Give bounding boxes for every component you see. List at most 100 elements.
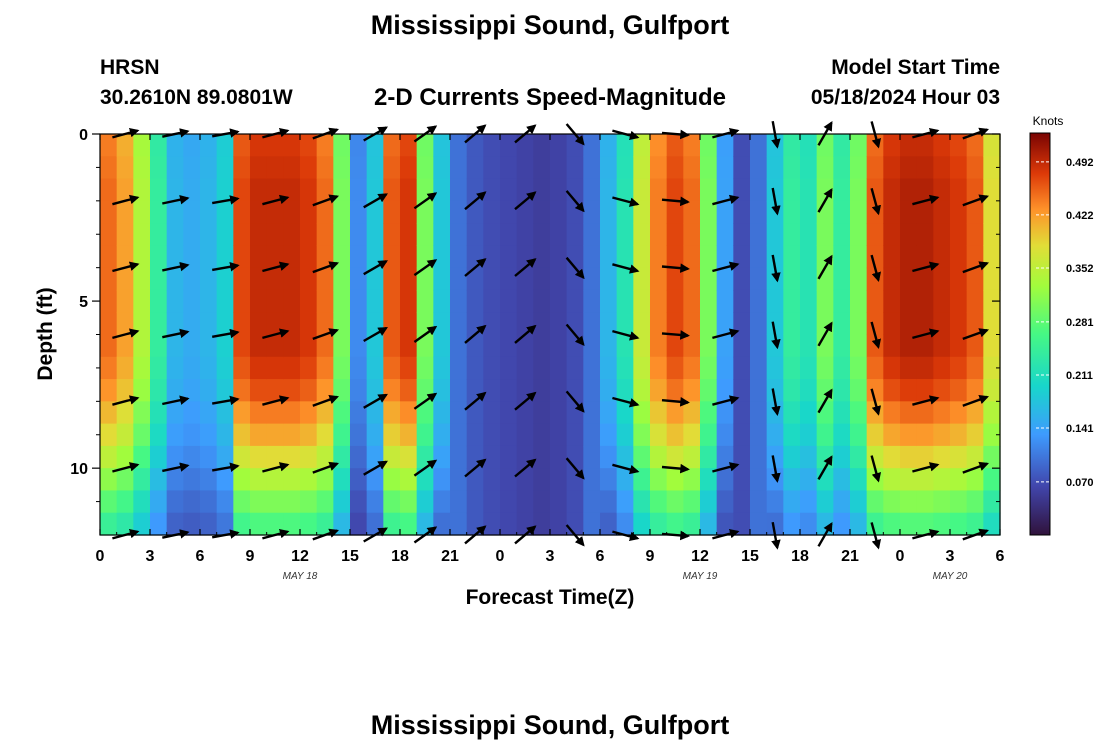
colorbar: Knots 0.492 0.422 0.352 0.281 0.211 0.141 0.07… — [1029, 114, 1094, 536]
heatmap-cell — [783, 401, 801, 425]
heatmap-cell — [566, 334, 584, 358]
heatmap-cell — [500, 490, 518, 514]
current-vector — [712, 462, 740, 473]
heatmap-cell — [500, 267, 518, 291]
heatmap-cell — [750, 468, 768, 492]
heatmap-cell — [233, 223, 251, 246]
heatmap-cell — [633, 379, 651, 402]
heatmap-cell — [783, 356, 801, 380]
heatmap-cell — [316, 490, 334, 514]
heatmap-cell — [300, 490, 318, 514]
heatmap-cell — [616, 289, 634, 313]
heatmap-cell — [666, 379, 684, 402]
y-tick-label: 0 — [79, 127, 88, 144]
heatmap-cell — [266, 490, 284, 514]
current-vector — [211, 195, 240, 205]
x-tick-label: 0 — [896, 548, 905, 565]
heatmap-cell — [600, 134, 618, 157]
heatmap-cell — [733, 490, 751, 514]
heatmap-cell — [350, 156, 368, 180]
heatmap-cell — [466, 312, 484, 336]
heatmap-cell — [683, 423, 701, 447]
heatmap-cell — [983, 267, 1001, 291]
current-vector — [771, 187, 781, 216]
heatmap-cell — [966, 334, 984, 358]
heatmap-cell — [450, 223, 468, 246]
heatmap-cell — [116, 267, 134, 291]
heatmap-cell — [550, 312, 568, 336]
heatmap-cell — [700, 490, 718, 514]
heatmap-cell — [600, 156, 618, 180]
heatmap-cell — [616, 312, 634, 336]
heatmap-cell — [566, 200, 584, 224]
heatmap-cell — [516, 490, 534, 514]
heatmap-cell — [950, 156, 968, 180]
heatmap-cell — [100, 401, 118, 425]
heatmap-cell — [883, 200, 901, 224]
current-vector — [962, 461, 990, 474]
heatmap-cell — [416, 312, 434, 336]
heatmap-cell — [500, 401, 518, 425]
heatmap-cell — [666, 334, 684, 358]
heatmap-cell — [850, 334, 868, 358]
heatmap-cell — [916, 468, 934, 492]
heatmap-cell — [800, 468, 818, 492]
heatmap-cell — [316, 423, 334, 447]
heatmap-cell — [216, 490, 234, 514]
heatmap-cell — [466, 223, 484, 246]
heatmap-cell — [366, 356, 384, 380]
heatmap-cell — [200, 490, 218, 514]
heatmap-cell — [350, 356, 368, 380]
heatmap-cell — [383, 200, 401, 224]
heatmap-cell — [750, 445, 768, 469]
heatmap-cell — [483, 401, 501, 425]
heatmap-cell — [700, 312, 718, 336]
heatmap-cell — [483, 445, 501, 469]
heatmap-cell — [683, 178, 701, 202]
heatmap-cell — [566, 312, 584, 336]
heatmap-cell — [766, 512, 784, 536]
heatmap-cell — [933, 223, 951, 246]
heatmap-cell — [966, 490, 984, 514]
heatmap-cell — [500, 134, 518, 157]
heatmap-cell — [183, 223, 201, 246]
heatmap-cell — [150, 445, 168, 469]
heatmap-cell — [783, 200, 801, 224]
heatmap-cell — [166, 490, 184, 514]
heatmap-cell — [333, 356, 351, 380]
heatmap-cell — [300, 334, 318, 358]
heatmap-cell — [866, 445, 884, 469]
heatmap-cell — [716, 200, 734, 224]
heatmap-cell — [450, 334, 468, 358]
heatmap-cell — [183, 401, 201, 425]
heatmap-cell — [416, 200, 434, 224]
heatmap-cell — [450, 512, 468, 536]
heatmap-cell — [700, 512, 718, 536]
current-vector — [211, 262, 240, 272]
heatmap-cell — [850, 468, 868, 492]
current-vector — [262, 462, 290, 473]
heatmap-cell — [983, 423, 1001, 447]
heatmap-cell — [750, 312, 768, 336]
heatmap-cell — [250, 156, 268, 180]
heatmap-cell — [866, 512, 884, 536]
heatmap-cell — [200, 200, 218, 224]
heatmap-cell — [550, 267, 568, 291]
heatmap-cell — [366, 200, 384, 224]
heatmap-cell — [750, 379, 768, 402]
heatmap-cell — [166, 445, 184, 469]
heatmap-cell — [383, 334, 401, 358]
heatmap-cell — [583, 401, 601, 425]
heatmap-cell — [650, 200, 668, 224]
heatmap-cell — [216, 156, 234, 180]
heatmap-cell — [433, 156, 451, 180]
current-vector — [817, 388, 833, 414]
heatmap-cell — [666, 267, 684, 291]
heatmap-cell — [800, 423, 818, 447]
heatmap-cell — [933, 490, 951, 514]
heatmap-cell — [266, 200, 284, 224]
heatmap-cell — [216, 289, 234, 313]
heatmap-cell — [850, 156, 868, 180]
heatmap-cell — [616, 379, 634, 402]
heatmap-cell — [216, 134, 234, 157]
